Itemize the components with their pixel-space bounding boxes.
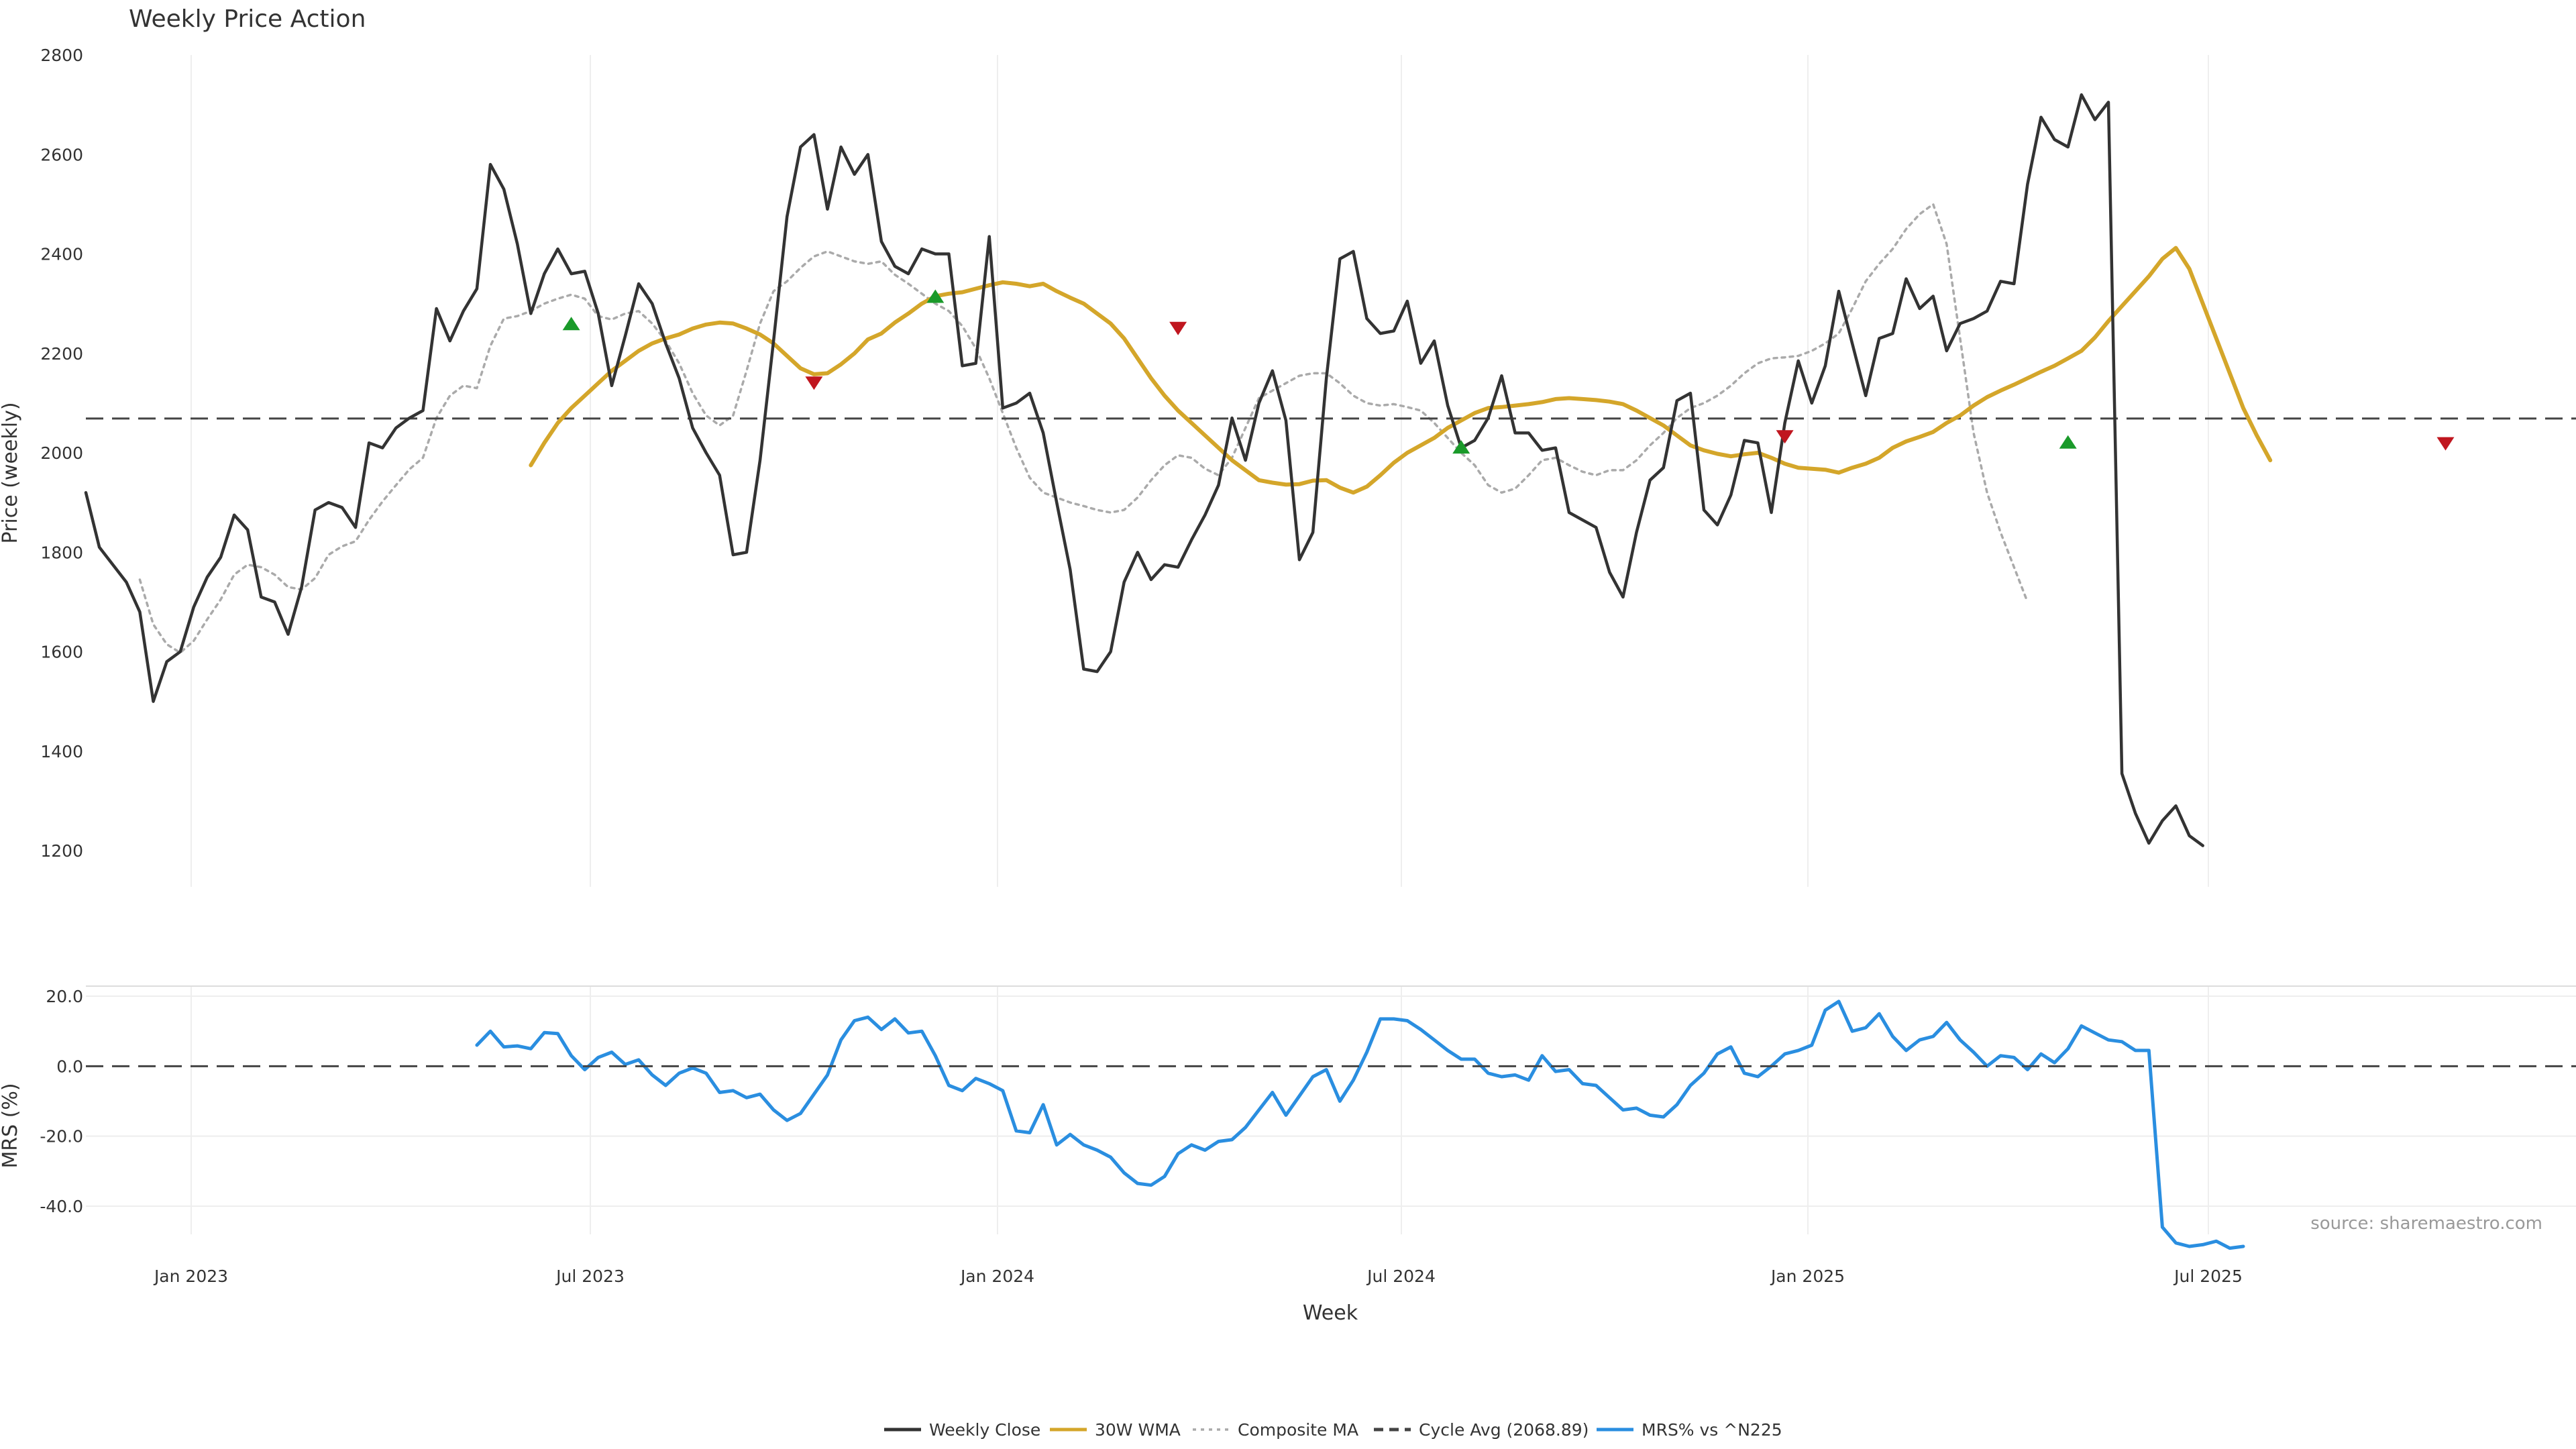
price-y-tick-6: 2400: [40, 245, 83, 264]
price-y-axis-label: Price (weekly): [0, 402, 22, 543]
series-mrs-vs-n225: [475, 1000, 2245, 1250]
mrs-series: [86, 1000, 2576, 1250]
x-axis-label: Week: [1303, 1301, 1358, 1325]
sell-marker-2: [1776, 430, 1794, 444]
x-tick-4: Jan 2025: [1770, 1267, 1845, 1286]
price-y-tick-7: 2600: [40, 145, 83, 164]
mrs-y-axis: 20.0 0.0 -20.0 -40.0: [40, 987, 83, 1216]
sell-marker-1: [1169, 321, 1187, 335]
price-y-tick-0: 1200: [40, 841, 83, 861]
x-tick-5: Jul 2025: [2173, 1267, 2243, 1286]
sell-marker-3: [2436, 437, 2455, 451]
legend-label-1: 30W WMA: [1095, 1420, 1181, 1440]
signal-markers: [562, 289, 2455, 454]
x-tick-3: Jul 2024: [1366, 1267, 1436, 1286]
legend-label-4: MRS% vs ^N225: [1642, 1420, 1782, 1440]
x-tick-1: Jul 2023: [555, 1267, 625, 1286]
legend-label-3: Cycle Avg (2068.89): [1419, 1420, 1589, 1440]
price-y-tick-5: 2200: [40, 344, 83, 364]
legend: Weekly Close 30W WMA Composite MA Cycle Avg…: [884, 1420, 1782, 1440]
chart-title: Weekly Price Action: [129, 5, 366, 33]
sell-marker-0: [805, 376, 823, 390]
price-y-tick-3: 1800: [40, 543, 83, 562]
legend-label-2: Composite MA: [1238, 1420, 1358, 1440]
source-note: source: sharemaestro.com: [2310, 1214, 2542, 1234]
buy-marker-1: [926, 289, 945, 303]
x-tick-2: Jan 2024: [959, 1267, 1034, 1286]
series-30w-wma: [529, 246, 2273, 495]
legend-label-0: Weekly Close: [929, 1420, 1040, 1440]
mrs-y-tick-2: -20.0: [40, 1127, 83, 1146]
series-weekly-close: [84, 93, 2204, 847]
price-y-tick-1: 1400: [40, 742, 83, 761]
price-y-tick-8: 2800: [40, 46, 83, 65]
price-y-axis: 1200 1400 1600 1800 2000 2200 2400 2600 2800: [40, 46, 83, 861]
buy-marker-0: [562, 317, 580, 331]
price-series: [84, 93, 2576, 847]
price-y-tick-2: 1600: [40, 643, 83, 662]
mrs-y-tick-0: 20.0: [46, 987, 83, 1006]
x-tick-0: Jan 2023: [153, 1267, 228, 1286]
mrs-y-axis-label: MRS (%): [0, 1083, 22, 1168]
mrs-y-tick-3: -40.0: [40, 1197, 83, 1216]
mrs-y-tick-1: 0.0: [56, 1057, 83, 1076]
price-y-tick-4: 2000: [40, 443, 83, 463]
series-composite-ma: [138, 203, 2029, 654]
buy-marker-3: [2059, 435, 2077, 449]
x-axis: Jan 2023 Jul 2023 Jan 2024 Jul 2024 Jan 2025…: [153, 1267, 2243, 1286]
buy-marker-2: [1452, 440, 1470, 454]
